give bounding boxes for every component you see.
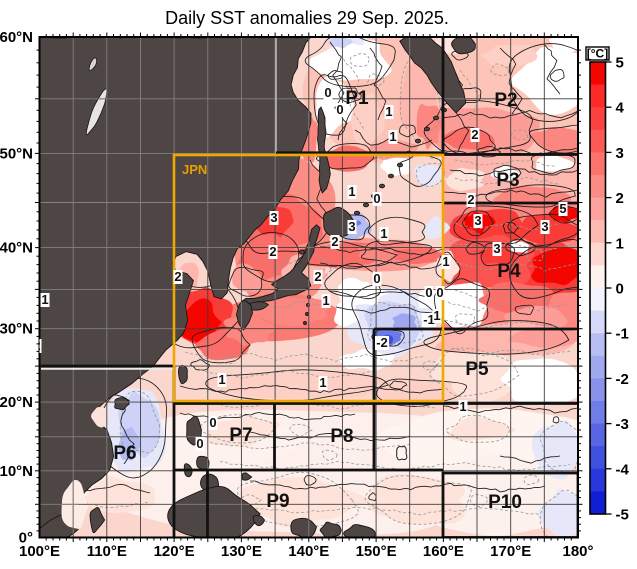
- svg-text:P10: P10: [488, 492, 522, 513]
- svg-text:3: 3: [270, 210, 277, 225]
- svg-text:-2: -2: [616, 371, 629, 388]
- svg-text:1: 1: [433, 308, 440, 323]
- svg-text:1: 1: [322, 293, 329, 308]
- svg-text:-2: -2: [376, 335, 388, 350]
- svg-text:140°E: 140°E: [288, 543, 329, 560]
- svg-text:150°E: 150°E: [356, 543, 397, 560]
- svg-text:JPN: JPN: [182, 162, 207, 177]
- svg-text:0°: 0°: [19, 530, 33, 547]
- svg-text:1: 1: [348, 184, 355, 199]
- svg-text:P6: P6: [113, 443, 136, 464]
- svg-text:P2: P2: [494, 90, 517, 111]
- svg-text:0: 0: [616, 281, 624, 298]
- svg-text:4: 4: [616, 100, 625, 117]
- svg-text:1: 1: [380, 226, 387, 241]
- svg-text:P7: P7: [229, 425, 252, 446]
- svg-text:0: 0: [373, 271, 380, 286]
- svg-text:-1: -1: [616, 326, 629, 343]
- svg-text:2: 2: [269, 244, 276, 259]
- svg-text:0: 0: [373, 191, 380, 206]
- svg-text:170°E: 170°E: [490, 543, 531, 560]
- svg-text:-5: -5: [616, 507, 629, 524]
- svg-text:-3: -3: [616, 416, 629, 433]
- svg-text:P3: P3: [496, 170, 519, 191]
- svg-text:-1: -1: [423, 312, 435, 327]
- svg-text:2: 2: [471, 127, 478, 142]
- svg-text:P5: P5: [465, 359, 489, 380]
- svg-text:P1: P1: [345, 88, 369, 109]
- svg-text:130°E: 130°E: [221, 543, 262, 560]
- svg-text:3: 3: [493, 241, 500, 256]
- svg-text:160°E: 160°E: [423, 543, 464, 560]
- svg-text:[°C]: [°C]: [587, 47, 608, 61]
- svg-text:20°N: 20°N: [0, 394, 33, 411]
- svg-text:3: 3: [541, 219, 548, 234]
- svg-text:60°N: 60°N: [0, 29, 33, 46]
- svg-text:0: 0: [436, 285, 443, 300]
- svg-text:180°: 180°: [562, 543, 593, 560]
- svg-text:3: 3: [348, 219, 355, 234]
- svg-text:1: 1: [41, 292, 48, 307]
- svg-text:10°N: 10°N: [0, 463, 33, 480]
- svg-text:0: 0: [209, 415, 216, 430]
- svg-text:1: 1: [459, 399, 466, 414]
- svg-text:5: 5: [616, 55, 624, 72]
- svg-text:-4: -4: [616, 461, 630, 478]
- svg-text:1: 1: [616, 235, 624, 252]
- svg-text:2: 2: [331, 234, 338, 249]
- svg-text:120°E: 120°E: [154, 543, 195, 560]
- svg-text:0: 0: [324, 85, 331, 100]
- svg-text:1: 1: [442, 254, 449, 269]
- svg-text:Daily SST anomalies 29 Sep. 20: Daily SST anomalies 29 Sep. 2025.: [165, 8, 449, 28]
- svg-text:3: 3: [616, 145, 624, 162]
- svg-text:P4: P4: [497, 261, 521, 282]
- svg-text:110°E: 110°E: [87, 543, 127, 560]
- svg-text:40°N: 40°N: [0, 240, 33, 257]
- svg-text:2: 2: [467, 192, 474, 207]
- svg-text:P8: P8: [330, 426, 353, 447]
- svg-text:0: 0: [336, 102, 343, 117]
- svg-text:0: 0: [196, 436, 203, 451]
- svg-text:1: 1: [389, 129, 396, 144]
- svg-text:50°N: 50°N: [0, 145, 33, 162]
- svg-text:1: 1: [385, 104, 392, 119]
- svg-text:1: 1: [319, 375, 326, 390]
- svg-text:2: 2: [314, 269, 321, 284]
- svg-text:0: 0: [425, 285, 432, 300]
- svg-text:P9: P9: [266, 491, 289, 512]
- svg-text:100°E: 100°E: [19, 543, 60, 560]
- svg-text:3: 3: [474, 213, 481, 228]
- svg-text:2: 2: [174, 269, 181, 284]
- svg-text:2: 2: [33, 338, 40, 353]
- svg-text:5: 5: [559, 201, 566, 216]
- svg-text:30°N: 30°N: [0, 321, 33, 338]
- svg-text:2: 2: [616, 190, 624, 207]
- svg-text:1: 1: [218, 372, 225, 387]
